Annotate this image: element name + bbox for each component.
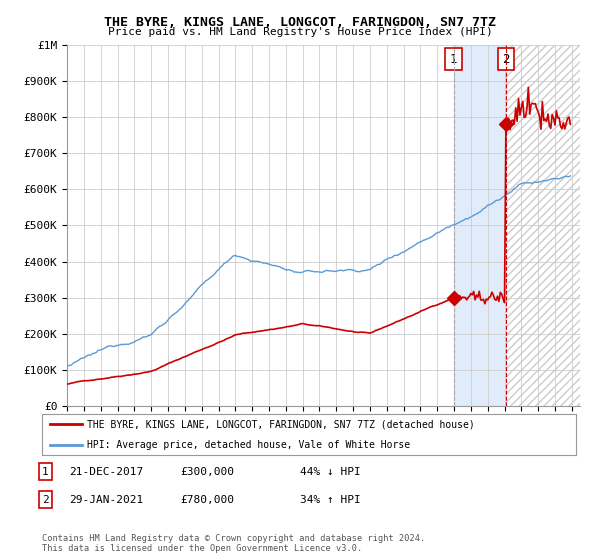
- Text: THE BYRE, KINGS LANE, LONGCOT, FARINGDON, SN7 7TZ: THE BYRE, KINGS LANE, LONGCOT, FARINGDON…: [104, 16, 496, 29]
- Text: £780,000: £780,000: [180, 494, 234, 505]
- Bar: [506, 45, 580, 406]
- Text: 1: 1: [42, 466, 49, 477]
- Text: Price paid vs. HM Land Registry's House Price Index (HPI): Price paid vs. HM Land Registry's House …: [107, 27, 493, 37]
- Bar: [454, 45, 506, 406]
- Text: 29-JAN-2021: 29-JAN-2021: [69, 494, 143, 505]
- Text: 44% ↓ HPI: 44% ↓ HPI: [300, 466, 361, 477]
- Text: HPI: Average price, detached house, Vale of White Horse: HPI: Average price, detached house, Vale…: [88, 440, 410, 450]
- Text: £300,000: £300,000: [180, 466, 234, 477]
- Text: 21-DEC-2017: 21-DEC-2017: [69, 466, 143, 477]
- Bar: [506, 45, 580, 406]
- Text: 34% ↑ HPI: 34% ↑ HPI: [300, 494, 361, 505]
- Text: THE BYRE, KINGS LANE, LONGCOT, FARINGDON, SN7 7TZ (detached house): THE BYRE, KINGS LANE, LONGCOT, FARINGDON…: [88, 419, 475, 429]
- Text: 1: 1: [450, 53, 457, 66]
- Text: 2: 2: [502, 53, 509, 66]
- Text: Contains HM Land Registry data © Crown copyright and database right 2024.
This d: Contains HM Land Registry data © Crown c…: [42, 534, 425, 553]
- Text: 2: 2: [42, 494, 49, 505]
